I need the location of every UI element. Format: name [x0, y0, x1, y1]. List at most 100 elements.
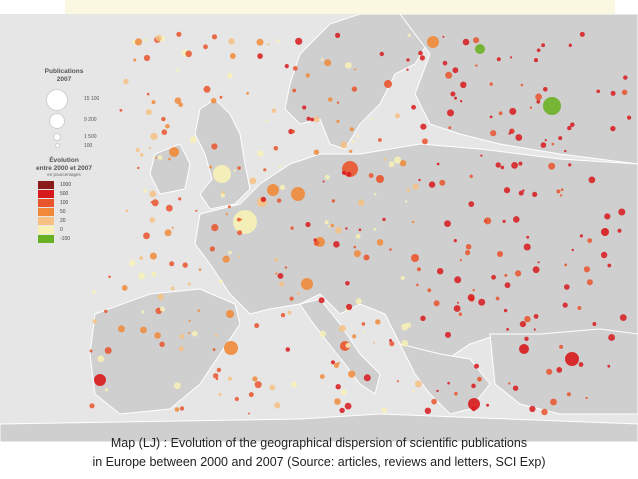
city-dot: [188, 331, 191, 335]
city-dot: [224, 341, 238, 355]
city-dot: [363, 374, 371, 382]
city-dot: [610, 90, 616, 96]
city-dot: [468, 398, 480, 410]
city-dot: [512, 385, 519, 391]
city-dot: [256, 38, 264, 46]
legend-class: 0: [38, 225, 104, 234]
city-dot: [513, 216, 520, 223]
city-dot: [475, 64, 478, 67]
city-dot: [471, 406, 477, 412]
city-dot: [610, 125, 616, 132]
city-dot: [226, 310, 234, 318]
city-dot: [269, 384, 276, 391]
city-dot: [319, 330, 326, 338]
city-dot: [389, 248, 392, 251]
city-dot: [164, 229, 172, 237]
city-dot: [363, 254, 370, 261]
city-dot: [165, 204, 173, 212]
city-dot: [515, 270, 522, 277]
city-dot: [442, 60, 448, 66]
city-dot: [453, 239, 457, 243]
city-dot: [579, 31, 585, 37]
legend-class-label: 50: [60, 208, 66, 215]
legend-size-title-1: Publications: [44, 68, 84, 75]
city-dot: [285, 347, 291, 352]
europe-map: Publications 2007 15 100 9 200 1 500 100…: [0, 14, 638, 442]
city-dot: [284, 266, 288, 269]
city-dot: [246, 91, 250, 95]
city-dot: [407, 33, 411, 37]
city-dot: [161, 129, 168, 135]
city-dot: [442, 35, 445, 38]
city-dot: [291, 129, 295, 134]
city-dot: [275, 272, 278, 275]
city-dot: [213, 165, 231, 183]
city-dot: [133, 58, 137, 62]
city-dot: [301, 278, 313, 290]
city-dot: [237, 230, 243, 236]
legend-circle-tiny: [55, 143, 60, 148]
city-dot: [477, 376, 482, 382]
city-dot: [345, 343, 351, 348]
map-legend: Publications 2007 15 100 9 200 1 500 100…: [24, 68, 104, 243]
city-dot: [559, 344, 564, 349]
city-dot: [104, 388, 108, 392]
city-dot: [139, 256, 144, 260]
city-dot: [489, 115, 493, 119]
city-dot: [411, 220, 415, 224]
city-dot: [313, 149, 320, 155]
city-dot: [497, 251, 503, 257]
city-dot: [185, 50, 192, 58]
city-dot: [219, 95, 223, 99]
city-dot: [157, 155, 163, 160]
city-dot: [150, 132, 158, 141]
legend-class: 1000: [38, 180, 104, 189]
city-dot: [567, 125, 572, 131]
city-dot: [330, 360, 336, 365]
city-dot: [450, 91, 456, 97]
city-dot: [533, 58, 539, 63]
map-canvas: [0, 14, 638, 442]
city-dot: [445, 331, 451, 338]
city-dot: [562, 302, 568, 308]
city-dot: [171, 226, 174, 229]
city-dot: [355, 234, 361, 239]
city-dot: [273, 146, 279, 151]
city-dot: [544, 139, 547, 142]
city-dot: [145, 38, 148, 42]
city-dot: [287, 310, 292, 315]
city-dot: [141, 310, 145, 314]
city-dot: [151, 271, 157, 277]
city-dot: [143, 54, 151, 62]
city-dot: [260, 196, 267, 203]
city-dot: [157, 293, 164, 301]
city-dot: [279, 281, 285, 287]
city-dot: [568, 43, 572, 47]
city-dot: [608, 334, 615, 341]
city-dot: [227, 72, 233, 79]
city-dot: [416, 267, 421, 272]
legend-swatch: [38, 234, 54, 243]
city-dot: [134, 38, 143, 46]
city-dot: [161, 116, 166, 122]
city-dot: [278, 165, 282, 169]
city-dot: [445, 71, 453, 79]
city-dot: [427, 288, 432, 293]
city-dot: [197, 309, 201, 313]
city-dot: [565, 352, 579, 366]
legend-swatch: [38, 198, 54, 207]
city-dot: [220, 193, 226, 198]
city-dot: [289, 296, 294, 301]
city-dot: [92, 290, 96, 294]
legend-class-label: -100: [60, 235, 71, 242]
city-dot: [267, 184, 279, 196]
city-dot: [436, 162, 440, 166]
city-dot: [484, 217, 492, 225]
city-dot: [248, 392, 254, 398]
city-dot: [292, 66, 298, 71]
city-dot: [543, 87, 548, 92]
city-dot: [467, 294, 475, 301]
city-dot: [541, 43, 545, 48]
legend-swatch: [38, 207, 54, 216]
city-dot: [607, 263, 612, 268]
